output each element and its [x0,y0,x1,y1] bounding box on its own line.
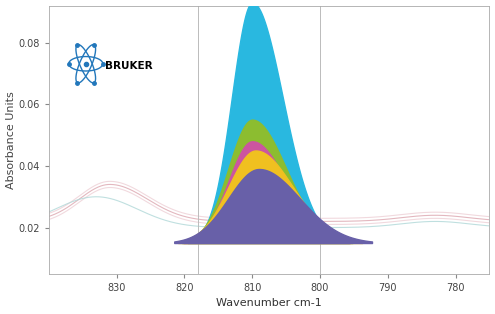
Y-axis label: Absorbance Units: Absorbance Units [5,91,15,189]
Text: BRUKER: BRUKER [104,61,152,71]
X-axis label: Wavenumber cm-1: Wavenumber cm-1 [216,298,322,308]
